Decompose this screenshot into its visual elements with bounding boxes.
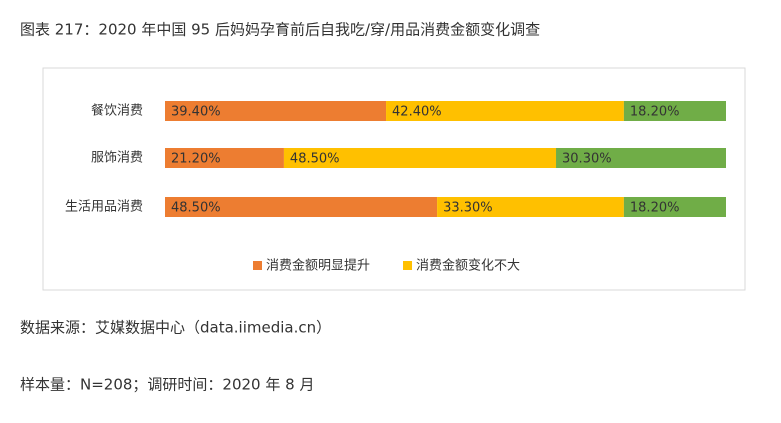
value-label: 48.50% bbox=[171, 201, 221, 216]
chart-title: 图表 217：2020 年中国 95 后妈妈孕育前后自我吃/穿/用品消费金额变化… bbox=[20, 21, 540, 39]
value-label: 18.20% bbox=[630, 201, 680, 216]
chart-frame bbox=[42, 67, 746, 291]
value-label: 42.40% bbox=[392, 105, 442, 120]
bar-segment bbox=[386, 101, 624, 121]
bar-segment bbox=[165, 197, 438, 217]
source-note: 数据来源：艾媒数据中心（data.iimedia.cn） bbox=[20, 319, 331, 337]
legend-swatch bbox=[253, 261, 262, 270]
bar-segment bbox=[623, 197, 726, 217]
value-label: 30.30% bbox=[562, 152, 612, 167]
bar-segment bbox=[165, 101, 387, 121]
legend-label: 消费金额变化不大 bbox=[416, 258, 520, 274]
bar-segment bbox=[556, 148, 726, 168]
bar-segment bbox=[165, 148, 284, 168]
legend-swatch bbox=[403, 261, 413, 270]
bar-segment bbox=[437, 197, 624, 217]
y-tick-label: 餐饮消费 bbox=[91, 103, 143, 119]
value-label: 18.20% bbox=[630, 105, 680, 120]
value-label: 21.20% bbox=[171, 152, 221, 167]
sample-note: 样本量：N=208；调研时间：2020 年 8 月 bbox=[20, 376, 314, 394]
value-label: 33.30% bbox=[443, 201, 493, 216]
bar-segment bbox=[283, 148, 557, 168]
y-tick-label: 生活用品消费 bbox=[65, 200, 143, 215]
value-label: 39.40% bbox=[171, 105, 221, 120]
value-label: 48.50% bbox=[290, 152, 340, 167]
y-tick-label: 服饰消费 bbox=[91, 151, 143, 166]
bar-segment bbox=[623, 101, 726, 121]
legend-label: 消费金额明显提升 bbox=[266, 258, 370, 274]
